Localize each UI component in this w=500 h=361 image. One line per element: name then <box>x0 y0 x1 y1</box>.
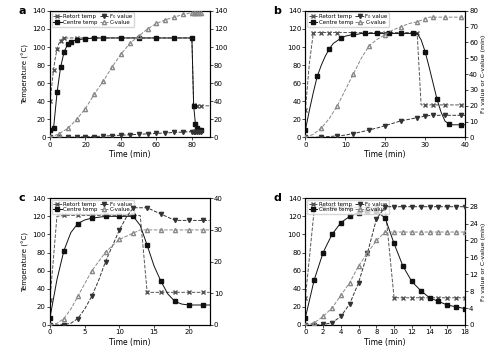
Text: d: d <box>274 193 281 203</box>
Text: b: b <box>274 6 281 16</box>
Y-axis label: Temperature (°C): Temperature (°C) <box>22 231 30 292</box>
Y-axis label: F₀ value or C-value (min): F₀ value or C-value (min) <box>481 35 486 113</box>
Legend: Retort temp, Centre temp, F₀ value, C-value: Retort temp, Centre temp, F₀ value, C-va… <box>52 13 134 27</box>
Text: c: c <box>18 193 25 203</box>
Legend: Retort temp, Centre temp, F₀ value, C-value: Retort temp, Centre temp, F₀ value, C-va… <box>52 200 134 214</box>
Legend: Retort temp, Centre temp, F₀ value, C-value: Retort temp, Centre temp, F₀ value, C-va… <box>307 13 390 27</box>
Y-axis label: Temperature (°C): Temperature (°C) <box>22 44 30 104</box>
X-axis label: Time (min): Time (min) <box>109 151 150 160</box>
Text: a: a <box>18 6 26 16</box>
X-axis label: Time (min): Time (min) <box>364 151 406 160</box>
X-axis label: Time (min): Time (min) <box>364 338 406 347</box>
X-axis label: Time (min): Time (min) <box>109 338 150 347</box>
Y-axis label: F₀ value or C-value (min): F₀ value or C-value (min) <box>481 222 486 301</box>
Legend: Retort temp, Centre temp, F₀ value, C-value: Retort temp, Centre temp, F₀ value, C-va… <box>307 200 390 214</box>
